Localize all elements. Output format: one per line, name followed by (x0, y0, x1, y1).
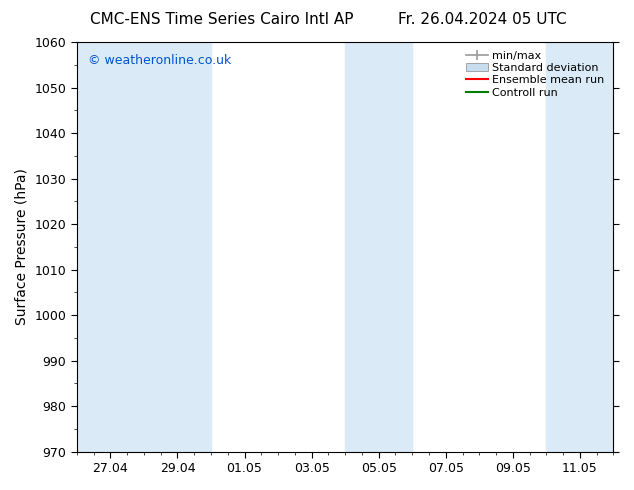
Bar (144, 42, 211, 452)
Bar (77, 42, 144, 452)
Bar (547, 42, 614, 452)
Text: CMC-ENS Time Series Cairo Intl AP: CMC-ENS Time Series Cairo Intl AP (90, 12, 354, 27)
Text: © weatheronline.co.uk: © weatheronline.co.uk (87, 54, 231, 67)
Legend: min/max, Standard deviation, Ensemble mean run, Controll run: min/max, Standard deviation, Ensemble me… (462, 48, 608, 101)
Text: Fr. 26.04.2024 05 UTC: Fr. 26.04.2024 05 UTC (398, 12, 566, 27)
Bar (345, 42, 412, 452)
Y-axis label: Surface Pressure (hPa): Surface Pressure (hPa) (15, 169, 29, 325)
